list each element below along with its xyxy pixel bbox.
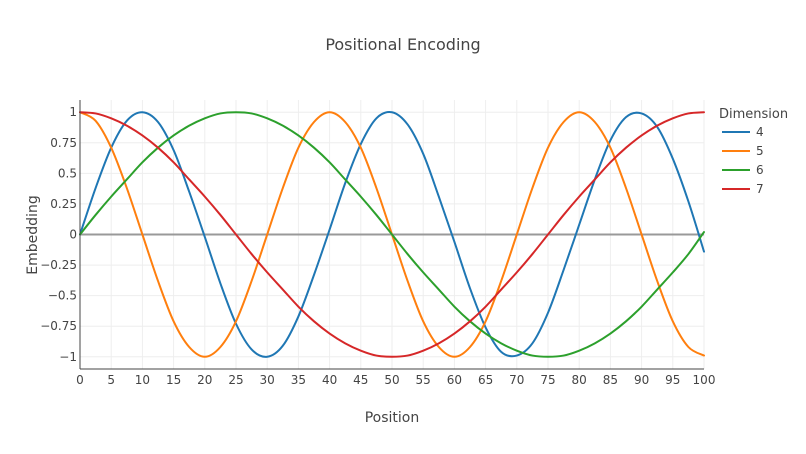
axes <box>79 100 704 370</box>
x-tick-label: 75 <box>540 373 555 387</box>
x-tick-label: 35 <box>291 373 306 387</box>
y-tick-labels: 1 0.75 0.5 0.25 0 −0.25 −0.5 −0.75 −1 <box>40 105 77 364</box>
x-tick-label: 45 <box>353 373 368 387</box>
x-tick-label: 95 <box>665 373 680 387</box>
x-tick-label: 90 <box>634 373 649 387</box>
x-tick-label: 55 <box>416 373 431 387</box>
y-tick-label: −0.5 <box>48 289 77 303</box>
x-tick-labels: 0 5 10 15 20 25 30 35 40 45 50 55 60 65 70 75 80 85 90 95 10… <box>76 373 715 387</box>
x-tick-label: 40 <box>322 373 337 387</box>
x-tick-label: 0 <box>76 373 84 387</box>
y-tick-label: 0 <box>69 228 77 242</box>
legend-label-6[interactable]: 6 <box>756 163 764 177</box>
x-tick-label: 30 <box>260 373 275 387</box>
legend: Dimension 4 5 6 7 <box>719 107 788 196</box>
x-tick-label: 10 <box>135 373 150 387</box>
x-tick-label: 65 <box>478 373 493 387</box>
legend-label-5[interactable]: 5 <box>756 144 764 158</box>
y-tick-label: −0.25 <box>40 258 77 272</box>
series-group <box>79 110 705 358</box>
x-tick-label: 50 <box>384 373 399 387</box>
x-tick-label: 60 <box>447 373 462 387</box>
legend-title: Dimension <box>719 107 788 122</box>
x-tick-label: 5 <box>107 373 115 387</box>
series-line-6 <box>79 111 705 358</box>
y-tick-label: 0.5 <box>58 166 77 180</box>
chart-title: Positional Encoding <box>325 35 480 54</box>
x-tick-label: 25 <box>228 373 243 387</box>
y-tick-label: −0.75 <box>40 319 77 333</box>
y-tick-label: 0.25 <box>50 197 77 211</box>
y-tick-label: 1 <box>69 105 77 119</box>
x-tick-label: 80 <box>572 373 587 387</box>
series-line-4 <box>79 110 705 358</box>
legend-label-7[interactable]: 7 <box>756 182 764 196</box>
x-tick-label: 100 <box>693 373 716 387</box>
x-tick-label: 70 <box>509 373 524 387</box>
legend-label-4[interactable]: 4 <box>756 125 764 139</box>
x-tick-label: 20 <box>197 373 212 387</box>
x-tick-label: 85 <box>603 373 618 387</box>
series-line-7 <box>79 111 705 358</box>
y-tick-label: −1 <box>59 350 77 364</box>
y-axis-label: Embedding <box>25 195 41 274</box>
y-tick-label: 0.75 <box>50 136 77 150</box>
x-tick-label: 15 <box>166 373 181 387</box>
x-axis-label: Position <box>365 410 420 426</box>
